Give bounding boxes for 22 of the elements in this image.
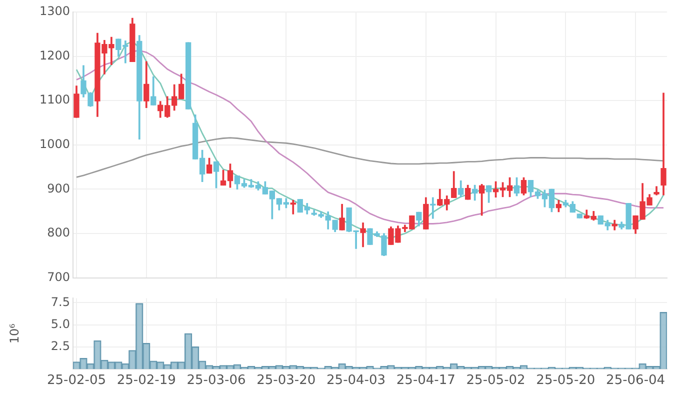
y-tick-label: 800 <box>47 226 70 240</box>
y-tick-label: 5.0 <box>50 316 70 331</box>
candlestick <box>660 92 666 196</box>
x-tick-label: 25-05-20 <box>536 373 596 388</box>
x-tick-label: 25-04-17 <box>396 373 456 388</box>
x-tick-label: 25-06-04 <box>606 373 666 388</box>
x-tick-label: 25-04-03 <box>326 373 386 388</box>
y-tick-label: 1200 <box>39 48 70 62</box>
y-axis-title: 10⁶ <box>7 323 22 344</box>
y-tick-label: 1300 <box>39 4 70 18</box>
y-tick-label: 900 <box>47 181 70 196</box>
y-tick-label: 7.5 <box>50 294 70 309</box>
x-tick-label: 25-02-19 <box>116 373 176 388</box>
x-tick-label: 25-05-02 <box>466 373 526 388</box>
y-tick-label: 700 <box>47 270 70 284</box>
x-tick-label: 25-02-05 <box>46 373 106 388</box>
candlestick <box>290 200 296 214</box>
x-tick-label: 25-03-20 <box>256 373 316 388</box>
x-tick-label: 25-03-06 <box>186 373 246 388</box>
y-tick-label: 2.5 <box>50 339 70 353</box>
y-tick-label: 1100 <box>39 92 70 107</box>
y-tick-label: 1000 <box>39 137 70 152</box>
